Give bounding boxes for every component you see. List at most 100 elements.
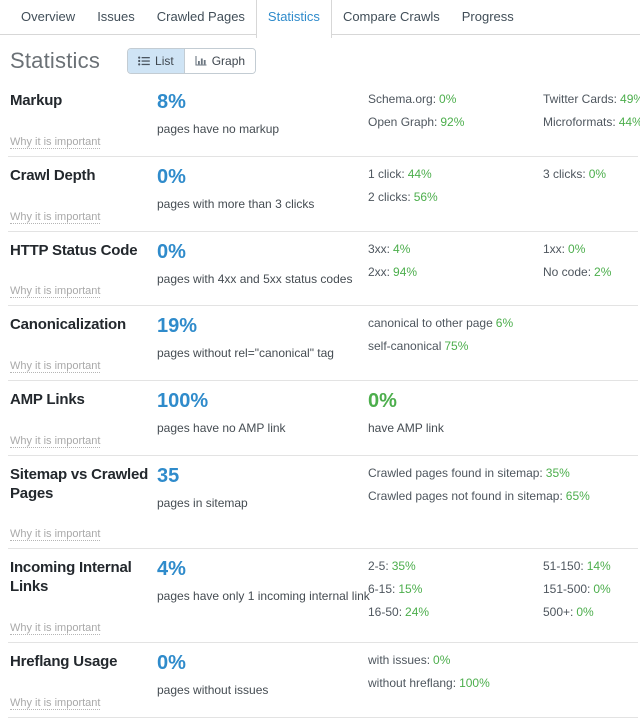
why-it-is-important-link[interactable]: Why it is important	[10, 696, 101, 710]
stat-row-primary-cell: 4% pages have only 1 incoming internal l…	[157, 559, 370, 636]
stat-row-primary-cell: 0% pages with 4xx and 5xx status codes	[157, 240, 368, 300]
stat-label: Schema.org:	[368, 92, 437, 106]
stat-row-primary-cell: 100% pages have no AMP link	[157, 391, 368, 449]
primary-value: 8%	[157, 91, 186, 113]
stat-item: 3xx: 4%	[368, 242, 543, 256]
stat-label: No code:	[543, 264, 592, 279]
stat-label: Open Graph:	[368, 115, 438, 129]
stat-row-title-cell: HTTP Status Code Why it is important	[10, 242, 157, 300]
stat-row-title-cell: Crawl Depth Why it is important	[10, 167, 157, 225]
primary-value: 35	[157, 464, 180, 487]
stat-row-title: HTTP Status Code	[10, 241, 138, 259]
stat-row-title: Crawl Depth	[10, 166, 96, 184]
primary-value: 19%	[157, 315, 198, 338]
stat-row: Hreflang Usage Why it is important 0% pa…	[8, 643, 638, 718]
primary-caption: pages without issues	[157, 682, 269, 697]
why-it-is-important-link[interactable]: Why it is important	[10, 285, 101, 299]
stat-row-primary-cell: 8% pages have no markup	[157, 92, 368, 150]
stat-value: 0%	[568, 241, 586, 256]
stat-value: 100%	[459, 675, 490, 690]
stat-row-title: AMP Links	[10, 391, 85, 408]
stat-row-detail-column-2: 3 clicks: 0%	[543, 167, 638, 225]
stat-value: 49%	[620, 92, 640, 106]
stat-label: Twitter Cards:	[543, 92, 618, 106]
stat-value: 4%	[393, 241, 411, 256]
stat-value: 14%	[586, 559, 611, 574]
stat-label: 3 clicks:	[543, 166, 586, 181]
stat-value: 0%	[439, 92, 457, 106]
stat-label: 3xx:	[368, 241, 391, 256]
why-it-is-important-link[interactable]: Why it is important	[10, 434, 101, 448]
primary-value: 0%	[157, 240, 186, 263]
tab-overview[interactable]: Overview	[10, 0, 87, 34]
tab-statistics[interactable]: Statistics	[255, 0, 332, 38]
stat-item: Microformats:44%	[543, 115, 640, 129]
primary-caption: pages with more than 3 clicks	[157, 196, 315, 211]
primary-caption: pages have only 1 incoming internal link	[157, 589, 370, 604]
stat-value: 0%	[588, 166, 607, 181]
secondary-block: 0% have AMP link	[368, 390, 543, 436]
stat-label: 16-50:	[368, 605, 403, 620]
stat-item: Open Graph: 92%	[368, 115, 543, 129]
stat-value: 35%	[545, 465, 570, 480]
stat-row-title-cell: Hreflang Usage Why it is important	[10, 653, 157, 711]
stat-row-detail-column-1: 2-5: 35% 6-15: 15% 16-50: 24%	[368, 559, 543, 636]
stat-label: 500+:	[543, 605, 574, 620]
stat-item: Crawled pages found in sitemap: 35%	[368, 465, 570, 480]
stat-row-primary-cell: 19% pages without rel="canonical" tag	[157, 316, 368, 374]
tab-crawled-pages[interactable]: Crawled Pages	[145, 0, 256, 34]
primary-caption: pages have no markup	[157, 122, 280, 136]
tab-issues[interactable]: Issues	[86, 0, 146, 34]
stat-item: canonical to other page 6%	[368, 316, 543, 330]
stat-item: 2-5: 35%	[368, 559, 543, 573]
stat-row-detail-column-2: 1xx: 0% No code: 2%	[543, 242, 638, 300]
stat-row-primary-cell: 0% pages with more than 3 clicks	[157, 166, 368, 225]
why-it-is-important-link[interactable]: Why it is important	[10, 135, 101, 149]
stat-value: 0%	[433, 652, 451, 667]
stat-value: 24%	[405, 605, 430, 620]
stat-item: 2 clicks: 56%	[368, 190, 543, 204]
why-it-is-important-link[interactable]: Why it is important	[10, 528, 101, 542]
primary-value: 0%	[157, 651, 186, 674]
stat-item: Twitter Cards:49%	[543, 92, 640, 106]
list-view-button[interactable]: List	[128, 49, 184, 73]
stat-item: with issues: 0%	[368, 653, 543, 667]
tab-compare-crawls[interactable]: Compare Crawls	[331, 0, 451, 34]
why-it-is-important-link[interactable]: Why it is important	[10, 360, 101, 373]
stat-item: 16-50: 24%	[368, 605, 543, 619]
page-header: Statistics List Graph	[0, 35, 640, 82]
list-icon	[138, 56, 150, 66]
stat-row-title: Incoming Internal Links	[10, 559, 132, 595]
stat-row-title: Markup	[10, 92, 63, 109]
stat-row-title-cell: AMP Links Why it is important	[10, 391, 157, 449]
why-it-is-important-link[interactable]: Why it is important	[10, 621, 101, 635]
stat-value: 0%	[593, 582, 611, 597]
stat-label: 1xx:	[543, 241, 566, 256]
stat-label: 2 clicks:	[368, 189, 411, 204]
stat-row-detail-column-1: Crawled pages found in sitemap: 35% Crawle…	[368, 465, 590, 543]
stat-item: 6-15: 15%	[368, 582, 543, 596]
stat-item: 51-150: 14%	[543, 559, 638, 573]
stat-label: Crawled pages found in sitemap:	[368, 465, 543, 480]
stat-label: without hreflang:	[368, 675, 457, 690]
primary-caption: pages with 4xx and 5xx status codes	[157, 271, 353, 286]
graph-view-button[interactable]: Graph	[183, 49, 256, 73]
stat-value: 75%	[444, 339, 469, 354]
secondary-value: 0%	[368, 390, 397, 412]
stat-value: 6%	[495, 316, 514, 331]
stat-label: Crawled pages not found in sitemap:	[368, 488, 563, 503]
stat-row-title-cell: Incoming Internal Links Why it is import…	[10, 559, 157, 636]
stat-row-title: Hreflang Usage	[10, 652, 118, 670]
stat-row-primary-cell: 35 pages in sitemap	[157, 464, 368, 543]
why-it-is-important-link[interactable]: Why it is important	[10, 210, 101, 224]
stat-value: 44%	[618, 115, 640, 129]
stat-row: Crawl Depth Why it is important 0% pages…	[8, 157, 638, 232]
stat-row-detail-column-1: with issues: 0% without hreflang: 100%	[368, 653, 543, 711]
tab-progress[interactable]: Progress	[450, 0, 525, 34]
stat-row-detail-column-1: 3xx: 4% 2xx: 94%	[368, 242, 543, 300]
stat-row-detail-column-1: 1 click: 44% 2 clicks: 56%	[368, 167, 543, 225]
stat-item: self-canonical 75%	[368, 339, 543, 353]
primary-caption: pages have no AMP link	[157, 421, 286, 435]
stat-row: Incoming Internal Links Why it is import…	[8, 549, 638, 643]
stat-row-detail-column-1: canonical to other page 6% self-canonical 7…	[368, 316, 543, 374]
